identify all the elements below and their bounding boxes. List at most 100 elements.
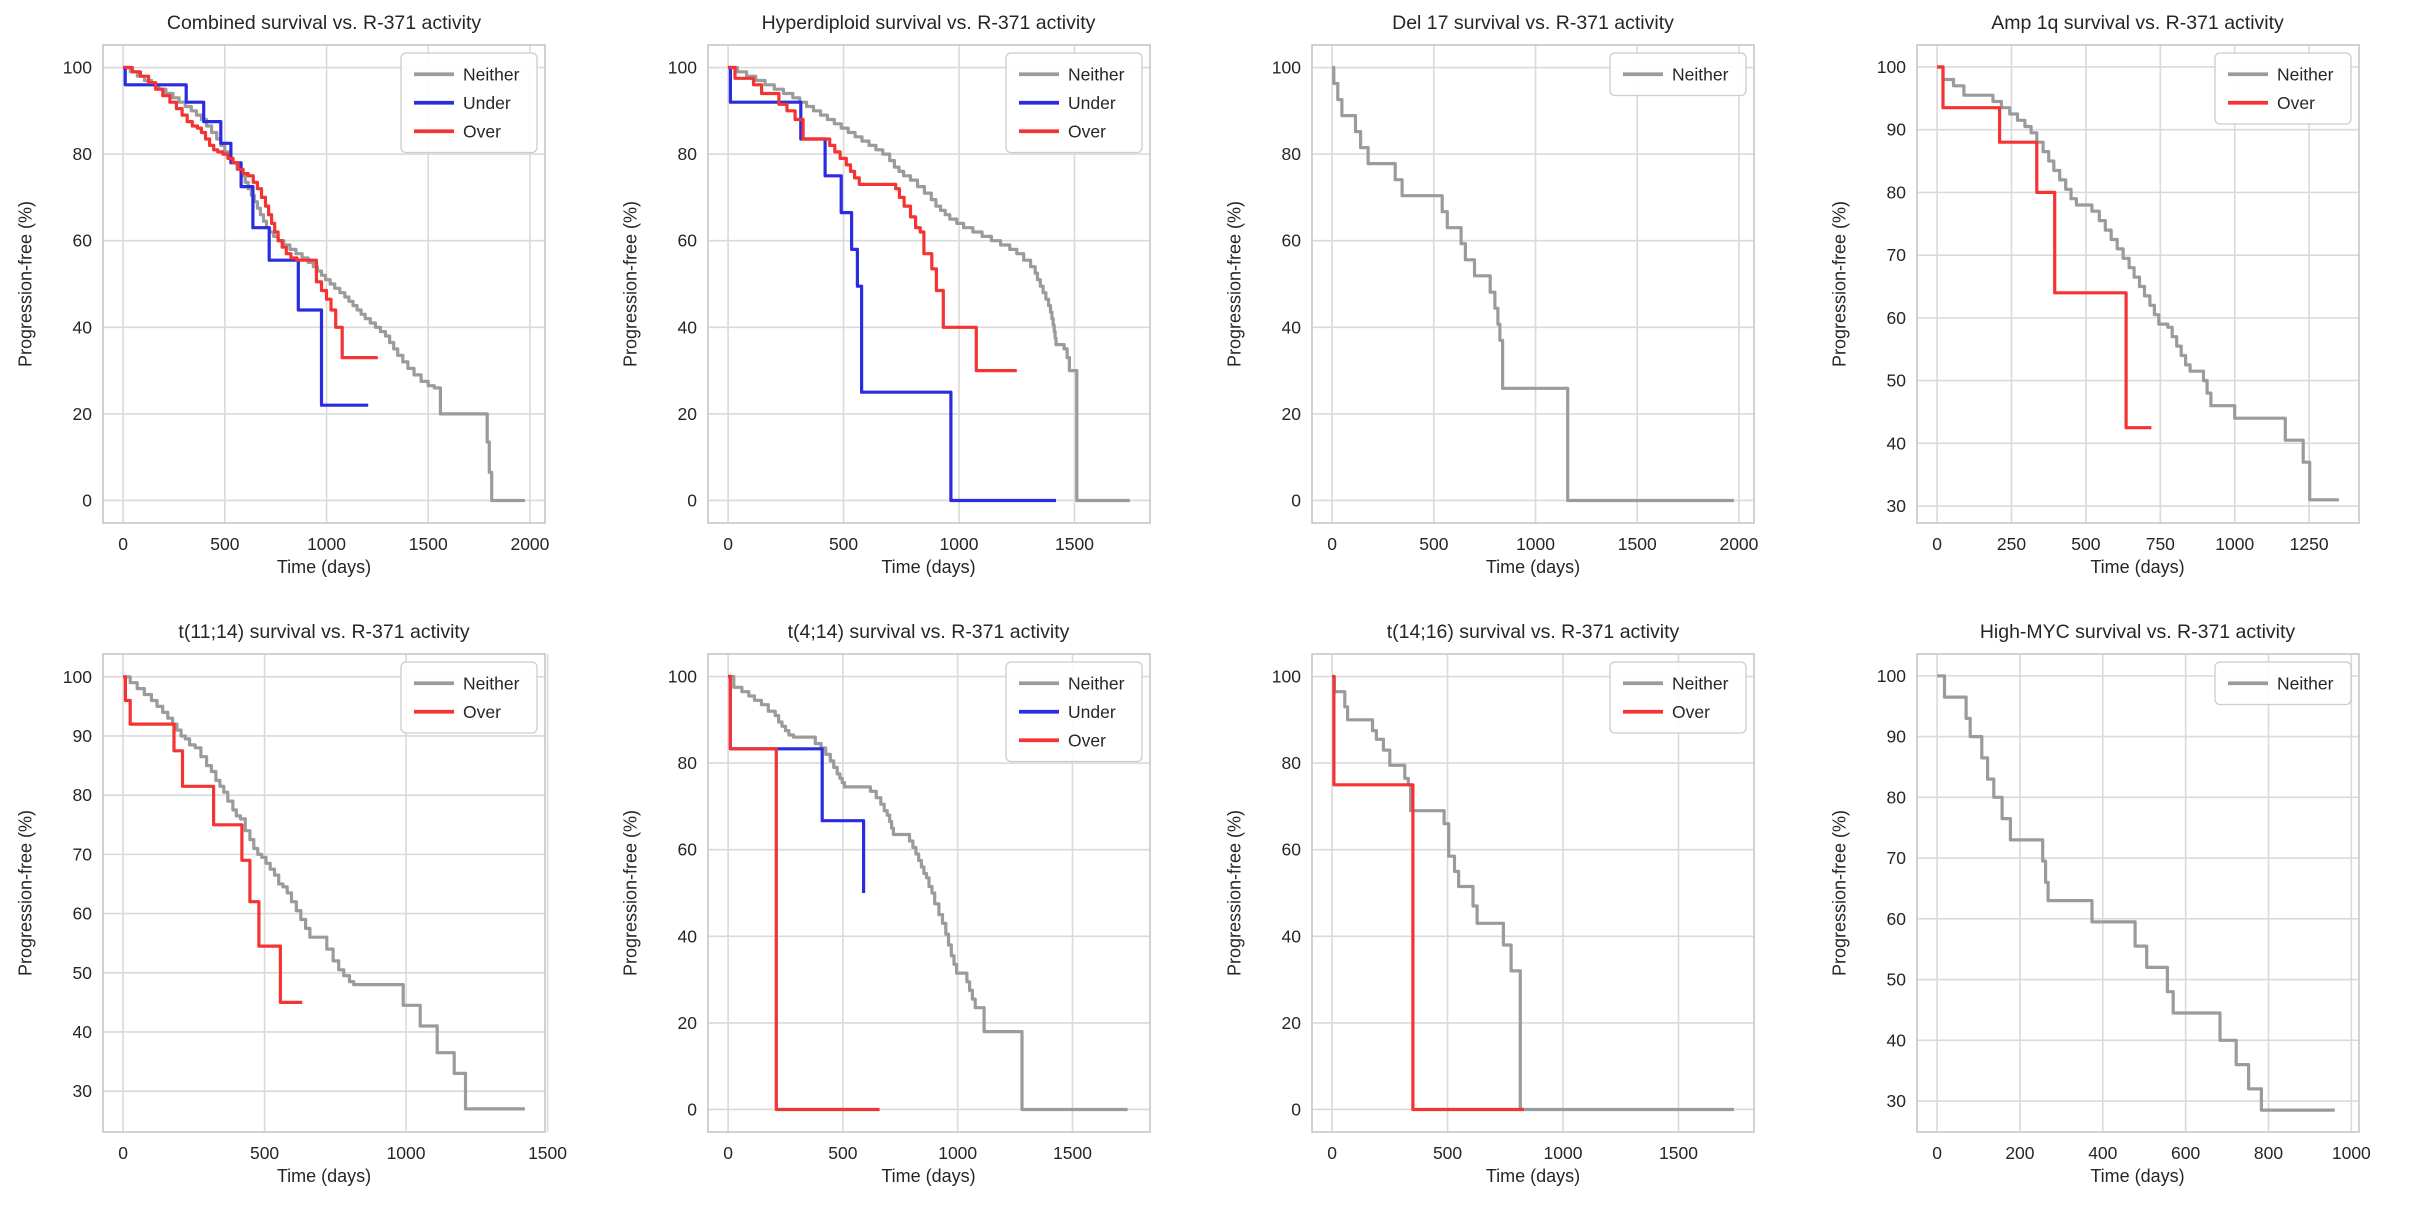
y-tick-label: 30 bbox=[73, 1081, 93, 1101]
plot-title: High-MYC survival vs. R-371 activity bbox=[1979, 621, 2296, 643]
subplot-hyperdiploid: 0 500 1000 1500 0 20 40 60 80 100 Neither Under Over… bbox=[605, 0, 1210, 609]
survival-curve-over bbox=[1332, 674, 1524, 1112]
axes-frame bbox=[1311, 44, 1755, 524]
y-axis-label: Progression-free (%) bbox=[620, 809, 640, 977]
x-axis-label: Time (days) bbox=[1485, 557, 1581, 577]
x-tick-label: 400 bbox=[2088, 1143, 2117, 1163]
y-axis-label: Progression-free (%) bbox=[15, 809, 36, 977]
survival-curve-neither bbox=[1332, 65, 1734, 503]
y-tick-label: 100 bbox=[1876, 666, 1905, 686]
x-tick-label: 250 bbox=[1996, 534, 2025, 554]
y-tick-label: 60 bbox=[73, 231, 93, 251]
y-tick-label: 80 bbox=[1282, 144, 1302, 164]
legend: Neither Under Over bbox=[1004, 52, 1143, 154]
axes-frame bbox=[102, 44, 546, 524]
y-tick-label: 60 bbox=[1886, 909, 1906, 929]
y-tick-label: 40 bbox=[1886, 433, 1906, 453]
y-axis-label: Progression-free (%) bbox=[15, 200, 36, 368]
plot-area-t11-14: 0 500 1000 1500 30 40 50 60 70 80 90 100 Neither Over bbox=[63, 653, 567, 1163]
x-tick-label: 1500 bbox=[1053, 1143, 1092, 1163]
survival-curve-neither bbox=[123, 65, 525, 503]
x-tick-label: 0 bbox=[118, 534, 128, 554]
y-axis-label: Progression-free (%) bbox=[1829, 809, 1849, 977]
y-tick-label: 40 bbox=[677, 926, 697, 946]
plot-title: Combined survival vs. R-371 activity bbox=[166, 12, 482, 34]
legend-label: Neither bbox=[1672, 64, 1729, 84]
survival-curve-neither bbox=[123, 675, 525, 1111]
plot-area-amp1q: 0 250 500 750 1000 1250 30 40 50 60 70 80 90 100 Neith… bbox=[1876, 44, 2360, 554]
x-tick-label: 0 bbox=[118, 1143, 128, 1163]
x-tick-label: 1500 bbox=[1618, 534, 1657, 554]
legend-label: Neither bbox=[2277, 64, 2334, 84]
plot-title: t(14;16) survival vs. R-371 activity bbox=[1386, 621, 1680, 643]
x-axis-label: Time (days) bbox=[2090, 1166, 2185, 1186]
x-tick-label: 800 bbox=[2253, 1143, 2282, 1163]
y-tick-label: 50 bbox=[1886, 970, 1906, 990]
plot-area-del17: 0 500 1000 1500 2000 0 20 40 60 80 100 Neither bbox=[1272, 44, 1759, 554]
x-tick-label: 0 bbox=[1327, 1143, 1337, 1163]
axes-frame bbox=[1915, 44, 2360, 524]
x-tick-label: 500 bbox=[2071, 534, 2100, 554]
subplot-del17: 0 500 1000 1500 2000 0 20 40 60 80 100 Neither Del … bbox=[1209, 0, 1814, 609]
y-tick-label: 40 bbox=[1886, 1030, 1906, 1050]
legend-label: Over bbox=[463, 702, 501, 722]
y-tick-label: 40 bbox=[677, 317, 697, 337]
x-axis-label: Time (days) bbox=[1485, 1166, 1581, 1186]
y-tick-label: 50 bbox=[73, 963, 93, 983]
legend-label: Under bbox=[1068, 93, 1116, 113]
y-tick-label: 100 bbox=[1876, 57, 1905, 77]
x-tick-label: 0 bbox=[1932, 1143, 1942, 1163]
survival-curve-over bbox=[727, 65, 1017, 373]
y-tick-label: 20 bbox=[677, 404, 697, 424]
survival-curve-neither bbox=[727, 65, 1130, 503]
x-tick-label: 500 bbox=[210, 534, 239, 554]
x-tick-label: 1000 bbox=[1544, 1143, 1583, 1163]
survival-curve-over bbox=[123, 65, 378, 360]
x-tick-label: 1000 bbox=[938, 1143, 977, 1163]
y-tick-label: 100 bbox=[667, 58, 696, 78]
survival-curve-neither bbox=[727, 674, 1128, 1112]
legend: Neither Under Over bbox=[1004, 661, 1143, 763]
x-tick-label: 1500 bbox=[1659, 1143, 1698, 1163]
survival-curve-neither bbox=[1936, 65, 2339, 502]
y-tick-label: 40 bbox=[73, 317, 93, 337]
survival-curve-neither bbox=[1936, 674, 2335, 1112]
subplot-combined: 0 500 1000 1500 2000 0 20 40 60 80 100 Neither Under… bbox=[0, 0, 605, 609]
subplot-t11-14: 0 500 1000 1500 30 40 50 60 70 80 90 100 Neither Over… bbox=[0, 609, 605, 1218]
legend-label: Neither bbox=[463, 673, 520, 693]
axes-frame bbox=[706, 44, 1151, 524]
x-tick-label: 0 bbox=[723, 1143, 733, 1163]
legend-label: Over bbox=[1068, 121, 1106, 141]
y-tick-label: 0 bbox=[1291, 490, 1301, 510]
survival-curve-under bbox=[727, 65, 1056, 503]
subplot-high-myc: 0 200 400 600 800 1000 30 40 50 60 70 80 90 100 Neithe… bbox=[1814, 609, 2418, 1218]
legend-box bbox=[1609, 52, 1747, 97]
y-tick-label: 90 bbox=[73, 726, 93, 746]
y-tick-label: 20 bbox=[1282, 404, 1302, 424]
y-tick-label: 100 bbox=[63, 58, 92, 78]
x-tick-label: 500 bbox=[1419, 534, 1448, 554]
x-tick-label: 2000 bbox=[1719, 534, 1758, 554]
legend-box bbox=[1004, 52, 1143, 154]
plot-title: t(4;14) survival vs. R-371 activity bbox=[787, 621, 1070, 643]
x-tick-label: 1250 bbox=[2289, 534, 2328, 554]
y-tick-label: 60 bbox=[677, 840, 697, 860]
axes-frame bbox=[1311, 653, 1755, 1133]
legend: Neither Over bbox=[400, 661, 538, 734]
axes-frame bbox=[1915, 653, 2360, 1133]
x-tick-label: 500 bbox=[828, 1143, 857, 1163]
y-tick-label: 0 bbox=[82, 490, 92, 510]
legend-box bbox=[1609, 661, 1747, 734]
plot-area-hyperdiploid: 0 500 1000 1500 0 20 40 60 80 100 Neither Under Over bbox=[667, 44, 1151, 554]
y-tick-label: 30 bbox=[1886, 1091, 1906, 1111]
legend-box bbox=[400, 661, 538, 734]
x-axis-label: Time (days) bbox=[276, 1166, 372, 1186]
legend: Neither bbox=[1609, 52, 1747, 97]
x-tick-label: 1000 bbox=[307, 534, 346, 554]
subplot-amp1q: 0 250 500 750 1000 1250 30 40 50 60 70 80 90 100 Neith… bbox=[1814, 0, 2418, 609]
x-tick-label: 600 bbox=[2171, 1143, 2200, 1163]
legend-label: Under bbox=[1068, 702, 1116, 722]
survival-curve-over bbox=[727, 674, 880, 1112]
y-tick-label: 20 bbox=[677, 1013, 697, 1033]
